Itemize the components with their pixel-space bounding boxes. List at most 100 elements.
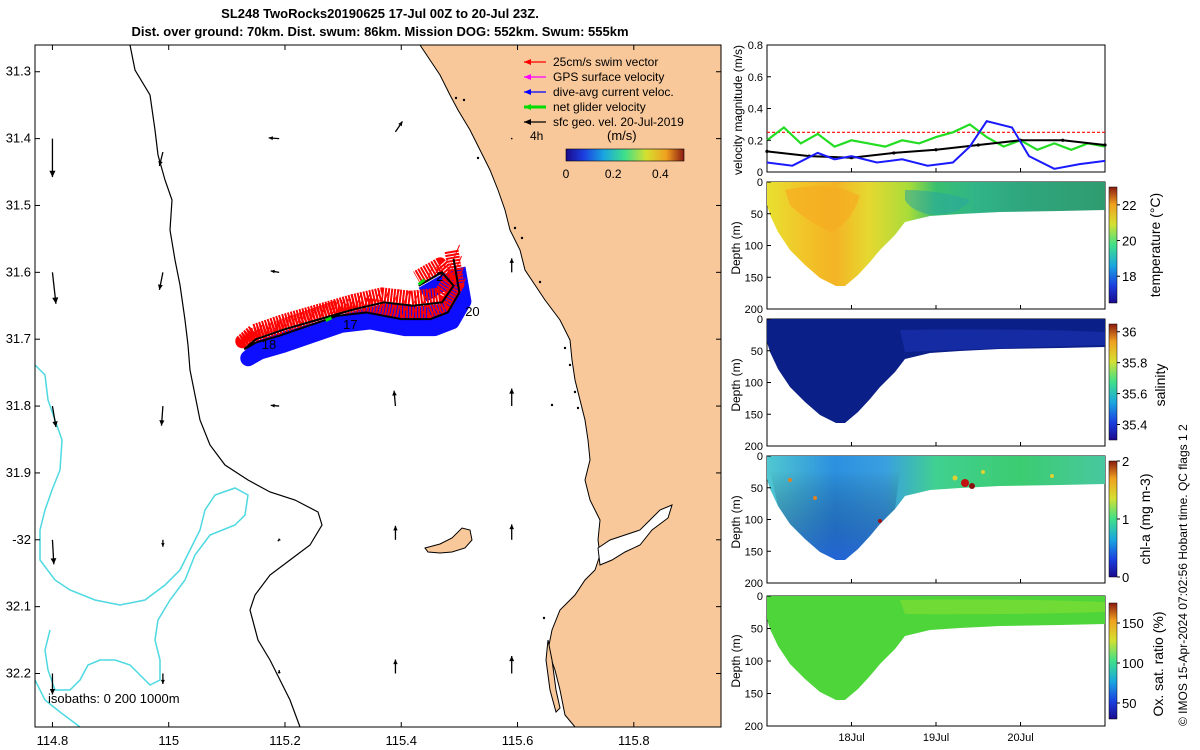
map-ytick-label: 31.3 [6, 64, 31, 79]
depth-tick-label: 0 [757, 451, 763, 463]
swim-vector [393, 289, 400, 304]
reef-dots [454, 96, 580, 620]
depth-tick-label: 100 [745, 378, 763, 390]
legend-arrowhead [524, 59, 531, 65]
velocity-point [934, 148, 938, 152]
velocity-point [1061, 138, 1065, 142]
legend-arrowhead [524, 104, 531, 110]
geo-vector-head [277, 538, 281, 542]
depth-tick-label: 100 [745, 656, 763, 668]
track-day-label: 2 [436, 269, 443, 284]
geo-velocity-vectors [49, 121, 515, 695]
speed-colorbar [565, 148, 685, 162]
legend-arrowhead [524, 89, 531, 95]
swim-vector [453, 244, 461, 260]
isobath-1000m [35, 364, 249, 691]
colorbar-tick-label: 50 [1122, 696, 1136, 711]
ox-ylabel: Depth (m) [729, 634, 743, 687]
swim-vector [307, 308, 315, 323]
chla-deep-shading [770, 470, 900, 560]
colorbar-tick-label: 0 [563, 167, 570, 181]
map-ytick-label: 31.5 [6, 197, 31, 212]
temperature-panel: 0 50 100 150 200 Depth (m) 18 20 22 temperatur… [729, 177, 1163, 316]
depth-tick-label: 150 [745, 272, 763, 284]
salinity-panel: 0 50 100 150 200 Depth (m) 35.4 35.6 35.8 36 sa… [729, 314, 1168, 453]
title-line-1: SL248 TwoRocks20190625 17-Jul 00Z to 20-… [221, 6, 539, 21]
swim-vector [278, 321, 286, 337]
map-ytick-label: 32.1 [6, 599, 31, 614]
legend-label: net glider velocity [553, 100, 646, 114]
map-xtick-label: 115.6 [502, 733, 534, 748]
colorbar-tick-label: 35.6 [1122, 387, 1147, 402]
depth-tick-label: 0 [757, 177, 763, 189]
map-ytick-label: 31.6 [6, 264, 31, 279]
velocity-series [766, 120, 1106, 170]
map-axis-ticks: 114.8 115 115.2 115.4 115.6 115.8 31.3 31.4 31.5… [6, 45, 721, 748]
map-ytick-label: -32 [12, 532, 31, 547]
map-xtick-label: 115.2 [269, 733, 301, 748]
chla-colorbar [1108, 460, 1118, 578]
shelf-contour-200m [129, 45, 323, 727]
swim-vector [425, 267, 433, 282]
sal-cbar-label: salinity [1152, 364, 1168, 407]
colorbar-tick-label: 35.8 [1122, 356, 1147, 371]
legend-label: 25cm/s swim vector [553, 55, 658, 69]
depth-tick-label: 200 [745, 441, 763, 453]
dive-avg-current-band [240, 266, 472, 367]
swim-vector [441, 258, 449, 273]
oxygen-high-band [900, 599, 1105, 615]
map-ytick-label: 31.9 [6, 465, 31, 480]
vel-ytick-label: 0.8 [748, 40, 763, 52]
isobath-1000m-south [35, 679, 81, 727]
colorbar-unit: (m/s) [607, 128, 637, 143]
temperature-cool-shallow [905, 190, 970, 215]
colorbar-tick-label: 150 [1122, 616, 1144, 631]
geo-vector-head [52, 297, 59, 304]
legend-label: sfc geo. vel. 20-Jul-2019 [553, 115, 684, 129]
vel-ytick-label: 0.6 [748, 72, 763, 84]
swim-vector-band [235, 249, 465, 349]
chl-cbar-label: chl-a (mg m-3) [1137, 473, 1153, 564]
depth-tick-label: 0 [757, 591, 763, 603]
salinity-shallow-band [900, 329, 1105, 352]
velocity-ylabel: velocity magnitude (m/s) [731, 45, 745, 175]
garden-island [545, 639, 561, 713]
track-day-label: 20 [465, 304, 479, 319]
geo-vector-head [509, 388, 515, 394]
swim-vector [270, 323, 278, 339]
colorbar-tick-label: 36 [1122, 325, 1136, 340]
depth-tick-label: 100 [745, 515, 763, 527]
swim-vector [251, 328, 259, 343]
oxygen-field [767, 596, 1105, 700]
swim-vector [354, 294, 362, 310]
swim-vector [410, 304, 418, 320]
geo-vector-head [277, 670, 281, 674]
geo-vector-head [159, 420, 165, 426]
colorbar-tick-label: 20 [1122, 234, 1136, 249]
depth-tick-label: 200 [745, 578, 763, 590]
legend-arrowhead [524, 119, 531, 125]
sal-ylabel: Depth (m) [729, 358, 743, 411]
swim-vector [429, 304, 437, 320]
glider-track [243, 258, 461, 351]
oxygen-colorbar [1108, 602, 1118, 720]
colorbar-tick-label: 18 [1122, 269, 1136, 284]
geo-vector-head [49, 688, 56, 695]
rottnest-island [424, 527, 473, 554]
legend-label: dive-avg current veloc. [553, 85, 674, 99]
geo-vector-head [158, 160, 163, 166]
geo-vector-head [161, 543, 165, 547]
credit-text: © IMOS 15-Apr-2024 07:02:56 Hobart time.… [1176, 424, 1190, 726]
swim-vector [307, 311, 315, 327]
geo-vector-head [393, 525, 398, 531]
track-day-label: 17 [343, 317, 357, 332]
swim-vector [456, 267, 464, 282]
swim-vector [373, 290, 381, 305]
time-tick-label: 18Jul [838, 732, 864, 744]
vel-ytick-label: 0.4 [748, 104, 763, 116]
map-xtick-label: 115.8 [618, 733, 650, 748]
vel-ytick-label: 0 [757, 167, 763, 179]
swim-vector [255, 328, 263, 343]
colorbar-tick-label: 22 [1122, 198, 1136, 213]
